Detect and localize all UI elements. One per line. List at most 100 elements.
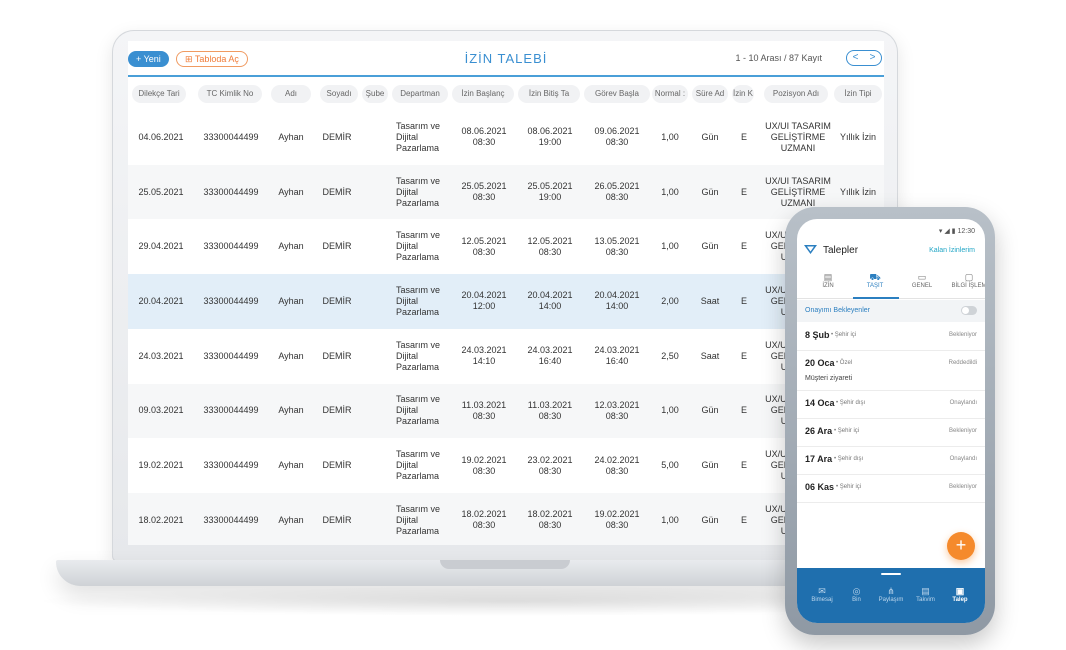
list-item[interactable]: 20 Oca • Özel Reddedildi Müşteri ziyareti (797, 351, 985, 391)
column-header[interactable]: TC Kimlik No (198, 85, 262, 103)
table-row[interactable]: 29.04.2021 33300044499 Ayhan DEMİR Tasarım v… (128, 219, 884, 274)
tab-0[interactable]: ▤ İZİN (805, 271, 851, 289)
tab-label: TAŞIT (866, 283, 884, 289)
column-header[interactable]: İzin Başlanç (452, 85, 514, 103)
tab-label: İZİN (822, 283, 834, 289)
nav-label: Bimesaj (811, 597, 833, 603)
request-type-label: Şehir içi (839, 484, 862, 490)
nav-item-3[interactable]: ▤ Takvim (908, 585, 944, 603)
tab-2[interactable]: ▭ GENEL (899, 271, 945, 289)
cell-tc: 33300044499 (203, 405, 259, 416)
tab-3[interactable]: ▢ BİLGİ İŞLEM (946, 271, 985, 289)
cell-baslangic: 19.02.2021 08:30 (461, 454, 507, 476)
table-row[interactable]: 19.02.2021 33300044499 Ayhan DEMİR Tasarım v… (128, 438, 884, 493)
pending-toggle[interactable] (961, 306, 977, 315)
nav-item-2[interactable]: ⋔ Paylaşım (873, 585, 909, 603)
next-page-button[interactable]: > (869, 52, 876, 63)
cell-bitis: 23.02.2021 08:30 (527, 454, 573, 476)
column-header[interactable]: Görev Başla (584, 85, 650, 103)
cell-izin_k: E (740, 405, 747, 416)
nav-label: Talep (952, 597, 968, 603)
request-type-label: Şehir dışı (839, 400, 866, 406)
cell-izin_k: E (740, 460, 747, 471)
list-item[interactable]: 17 Ara • Şehir dışı Onaylandı (797, 447, 985, 475)
column-header[interactable]: İzin Tipi (834, 85, 882, 103)
nav-item-4[interactable]: ▣ Talep (942, 585, 978, 603)
cell-normal: 1,00 (661, 186, 679, 197)
cell-departman: Tasarım ve Dijital Pazarlama (396, 175, 441, 208)
table-row[interactable]: 24.03.2021 33300044499 Ayhan DEMİR Tasarım v… (128, 329, 884, 384)
cell-ad: Ayhan (278, 350, 304, 361)
cell-normal: 1,00 (661, 514, 679, 525)
table-row[interactable]: 20.04.2021 33300044499 Ayhan DEMİR Tasarım v… (128, 274, 884, 329)
cell-baslangic: 20.04.2021 12:00 (461, 290, 507, 312)
table-row[interactable]: 18.02.2021 33300044499 Ayhan DEMİR Tasarım v… (128, 492, 884, 545)
cell-normal: 1,00 (661, 131, 679, 142)
column-header[interactable]: Süre Ad (692, 85, 728, 103)
tab-label: GENEL (911, 283, 933, 289)
request-status: Bekleniyor (948, 332, 977, 338)
list-item[interactable]: 8 Şub • Şehir içi Bekleniyor (797, 323, 985, 351)
cell-bitis: 08.06.2021 19:00 (527, 126, 573, 148)
cell-dilekce: 09.03.2021 (138, 405, 184, 416)
add-request-button[interactable]: + (947, 532, 975, 560)
cell-dilekce: 20.04.2021 (138, 295, 184, 306)
nav-item-0[interactable]: ✉ Bimesaj (804, 585, 840, 603)
cell-soyad: DEMİR (322, 131, 352, 142)
nav-item-1[interactable]: ◎ Bin (839, 585, 875, 603)
request-type: • Özel (836, 360, 852, 366)
cell-dilekce: 18.02.2021 (138, 514, 184, 525)
request-icon: ▣ (955, 586, 965, 596)
column-header[interactable]: Adı (271, 85, 311, 103)
column-header[interactable]: Şube (362, 85, 388, 103)
column-header[interactable]: Pozisyon Adı (764, 85, 828, 103)
column-header[interactable]: Departman (392, 85, 448, 103)
car-icon: ⛟ (869, 272, 881, 282)
cell-soyad: DEMİR (322, 405, 352, 416)
cell-soyad: DEMİR (322, 186, 352, 197)
list-item[interactable]: 26 Ara • Şehir içi Bekleniyor (797, 419, 985, 447)
list-item[interactable]: 06 Kas • Şehir içi Bekleniyor (797, 475, 985, 503)
remaining-leaves-link[interactable]: Kalan İzinlerim (929, 247, 975, 254)
separator-dot: • (834, 456, 838, 462)
cell-sure: Gün (701, 186, 719, 197)
request-date: 26 Ara (805, 426, 833, 436)
nav-label: Bin (852, 597, 861, 603)
cell-tc: 33300044499 (203, 241, 259, 252)
table-row[interactable]: 25.05.2021 33300044499 Ayhan DEMİR Tasarım v… (128, 164, 884, 220)
pager-buttons: < > (846, 50, 882, 66)
cell-departman: Tasarım ve Dijital Pazarlama (396, 230, 441, 263)
cell-bitis: 18.02.2021 08:30 (527, 509, 573, 531)
cell-pozisyon: UX/UI TASARIM GELİŞTİRME UZMANI (765, 175, 831, 208)
table-row[interactable]: 09.03.2021 33300044499 Ayhan DEMİR Tasarım v… (128, 383, 884, 439)
cell-izin_k: E (740, 350, 747, 361)
column-header[interactable]: Dilekçe Tari (132, 85, 186, 103)
column-header[interactable]: Soyadı (320, 85, 358, 103)
column-header[interactable]: Normal : (652, 85, 688, 103)
prev-page-button[interactable]: < (852, 52, 859, 63)
column-header[interactable]: İzin K (732, 85, 754, 103)
cell-tip: Yıllık İzin (839, 186, 876, 197)
cell-izin_k: E (740, 131, 747, 142)
cell-bitis: 24.03.2021 16:40 (527, 345, 573, 367)
cell-baslangic: 25.05.2021 08:30 (461, 181, 507, 203)
request-date: 14 Oca (805, 398, 835, 408)
calendar-icon: ▤ (823, 272, 833, 282)
table-row[interactable]: 04.06.2021 33300044499 Ayhan DEMİR Tasarım v… (128, 110, 884, 165)
calendar-icon: ▤ (921, 586, 930, 596)
open-in-table-button[interactable]: ⊞ Tabloda Aç (176, 51, 248, 67)
phone-screen: ▾ ◢ ▮ 12:30 Talepler Kalan İzinlerim ▤ İZ… (797, 219, 985, 623)
column-header[interactable]: İzin Bitiş Ta (518, 85, 580, 103)
table-icon: ⊞ (185, 54, 195, 64)
new-button[interactable]: + Yeni (128, 51, 169, 67)
page-title: İZİN TALEBİ (464, 51, 548, 66)
separator-dot: • (834, 428, 838, 434)
cell-soyad: DEMİR (322, 295, 352, 306)
tab-1[interactable]: ⛟ TAŞIT (852, 271, 898, 289)
chat-icon: ✉ (818, 586, 826, 596)
list-item[interactable]: 14 Oca • Şehir dışı Onaylandı (797, 391, 985, 419)
cell-departman: Tasarım ve Dijital Pazarlama (396, 339, 441, 372)
cell-sure: Gün (701, 131, 719, 142)
pending-filter-bar: Onayımı Bekleyenler (797, 300, 985, 322)
cell-bitis: 20.04.2021 14:00 (527, 290, 573, 312)
